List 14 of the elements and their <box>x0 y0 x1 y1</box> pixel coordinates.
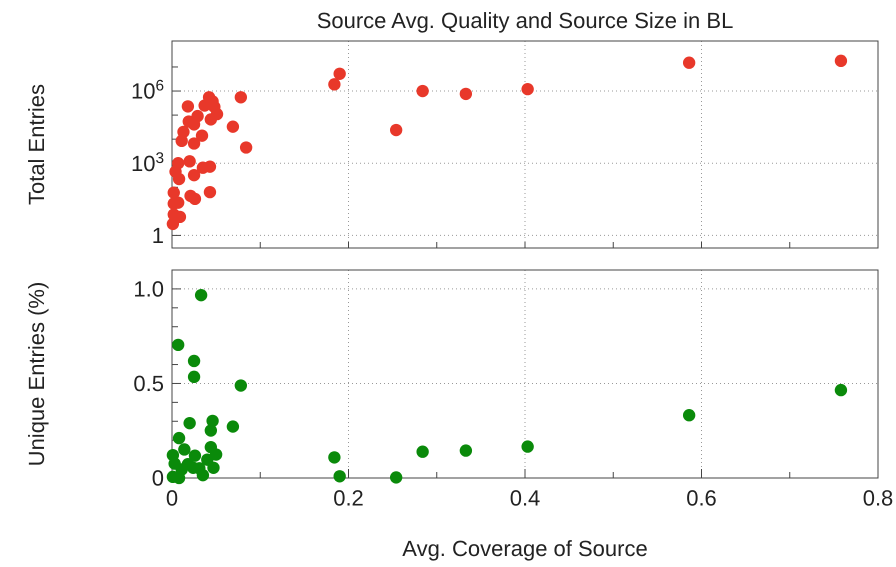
y-tick-label: 10$^{3}$ <box>130 149 164 176</box>
y-tick-label: 10$^{6}$ <box>130 77 164 104</box>
y-tick-label: 1.0 <box>133 276 164 302</box>
x-axis-title: Avg. Coverage of Source <box>402 536 648 561</box>
x-tick-label: 0.8 <box>862 486 894 511</box>
y-axis-title: Unique Entries (%) <box>24 282 49 466</box>
chart-title: Source Avg. Quality and Source Size in BL <box>316 8 734 33</box>
x-tick-label: 0.6 <box>686 486 717 511</box>
x-tick-label: 0.4 <box>510 486 540 511</box>
x-tick-label: 0.2 <box>333 486 364 511</box>
y-tick-label: 0.5 <box>133 371 164 396</box>
y-tick-label: 1 <box>152 223 164 248</box>
y-axis-title: Total Entries <box>24 84 49 206</box>
y-tick-label: 0 <box>152 466 164 491</box>
